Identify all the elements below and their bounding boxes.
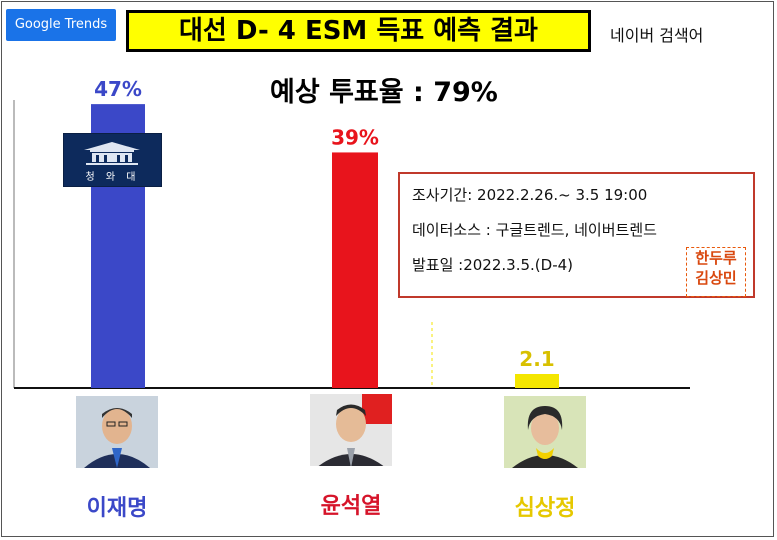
- chart-title: 대선 D- 4 ESM 득표 예측 결과: [126, 10, 591, 52]
- blue-house-icon: [84, 142, 140, 165]
- survey-info-box: 조사기간: 2022.2.26.~ 3.5 19:00 데이터소스 : 구글트렌…: [398, 172, 755, 298]
- blue-house-emblem: 청 와 대: [63, 133, 162, 187]
- person-photo-icon: [310, 394, 392, 466]
- bar-2: [332, 152, 378, 388]
- candidate-photo-2: [310, 394, 392, 466]
- person-photo-icon: [76, 396, 158, 468]
- candidate-photo-3: [504, 396, 586, 468]
- person-photo-icon: [504, 396, 586, 468]
- candidate-name-1: 이재명: [86, 496, 148, 521]
- bar-3: [515, 374, 559, 388]
- seal-line-1: 한두루: [695, 249, 737, 267]
- turnout-label: 예상 투표율 : 79%: [270, 77, 498, 108]
- source-label: 네이버 검색어: [610, 26, 704, 45]
- candidate-name-3: 심상정: [514, 496, 576, 521]
- emblem-text: 청 와 대: [85, 172, 140, 183]
- survey-period: 조사기간: 2022.2.26.~ 3.5 19:00: [412, 186, 648, 204]
- google-trends-badge: Google Trends: [6, 9, 116, 41]
- author-seal: 한두루 김상민: [686, 247, 746, 297]
- data-label-3: 2.1: [519, 347, 554, 371]
- candidate-name-2: 윤석열: [320, 494, 382, 519]
- data-source: 데이터소스 : 구글트렌드, 네이버트렌드: [412, 221, 657, 239]
- release-date: 발표일 :2022.3.5.(D-4): [412, 256, 573, 274]
- seal-line-2: 김상민: [695, 269, 737, 287]
- data-label-1: 47%: [94, 77, 142, 101]
- data-label-2: 39%: [331, 125, 379, 149]
- candidate-photo-1: [76, 396, 158, 468]
